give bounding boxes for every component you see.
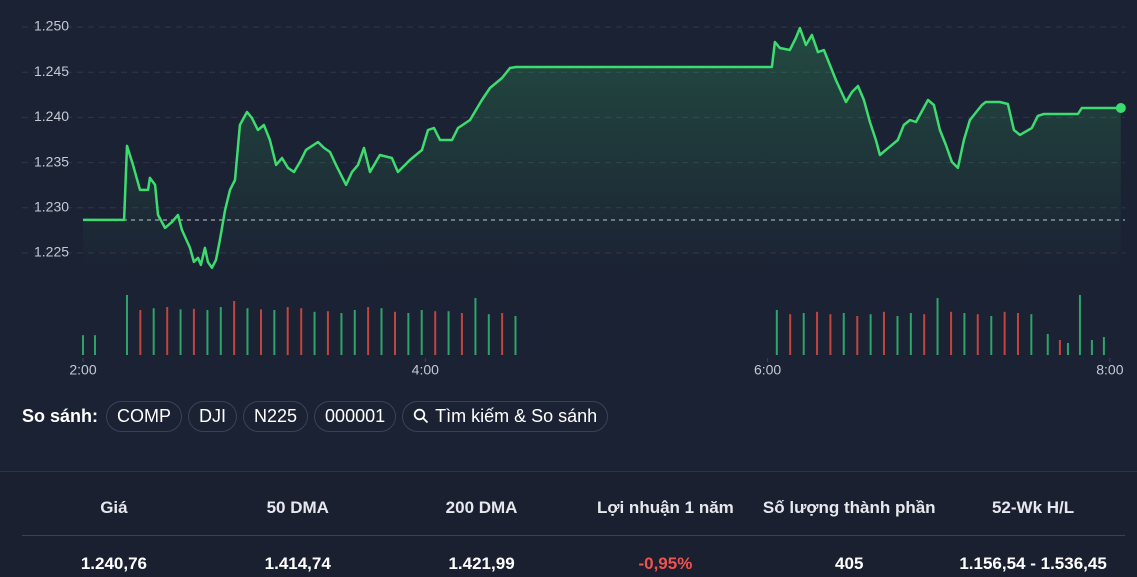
x-tick-label: 8:00 bbox=[1096, 362, 1123, 378]
volume-bar bbox=[420, 310, 423, 355]
volume-bar bbox=[286, 307, 289, 355]
stat-value: 1.421,99 bbox=[448, 554, 515, 573]
volume-bar bbox=[1102, 337, 1105, 355]
volume-bar bbox=[206, 310, 209, 355]
volume-bar bbox=[990, 316, 993, 355]
y-tick-label: 1.230 bbox=[34, 198, 69, 214]
volume-bar bbox=[842, 313, 845, 355]
volume-bar bbox=[152, 308, 155, 355]
volume-bar bbox=[856, 316, 859, 355]
volume-bar bbox=[789, 314, 792, 355]
search-chip[interactable]: Tìm kiếm & So sánh bbox=[402, 400, 609, 432]
volume-bar bbox=[447, 311, 450, 355]
volume-bar bbox=[259, 309, 262, 355]
volume-bar bbox=[139, 310, 142, 355]
volume-bar bbox=[407, 313, 410, 355]
stat-value: 405 bbox=[835, 554, 864, 573]
last-point bbox=[1115, 102, 1126, 113]
volume-bar bbox=[963, 313, 966, 355]
volume-bar bbox=[219, 307, 222, 355]
volume-bar bbox=[367, 307, 370, 355]
stat-value: 1.240,76 bbox=[80, 554, 147, 573]
volume-bar bbox=[166, 307, 169, 355]
volume-bar bbox=[869, 314, 872, 355]
volume-bar bbox=[82, 335, 84, 355]
stat-header: Lợi nhuận 1 năm bbox=[597, 498, 734, 517]
search-icon bbox=[413, 408, 429, 424]
volume-bar bbox=[1066, 343, 1069, 355]
y-tick-label: 1.245 bbox=[34, 63, 69, 79]
volume-bar bbox=[909, 313, 912, 355]
area bbox=[83, 28, 1121, 271]
compare-chip[interactable]: 000001 bbox=[314, 400, 397, 432]
volume-bar bbox=[300, 308, 303, 355]
stats-header: Giá 50 DMA 200 DMA Lợi nhuận 1 năm Số lượng … bbox=[22, 498, 1125, 518]
stats-values: 1.240,76 1.414,74 1.421,99 -0,95% 405 1.156,5… bbox=[22, 554, 1125, 574]
compare-chip[interactable]: DJI bbox=[188, 400, 238, 432]
volume-bar bbox=[976, 314, 979, 355]
volume-bar bbox=[950, 311, 953, 355]
volume-bar bbox=[501, 313, 504, 355]
stat-value: 1.414,74 bbox=[264, 554, 331, 573]
volume-bar bbox=[125, 295, 128, 355]
search-label: Tìm kiếm & So sánh bbox=[435, 405, 598, 426]
volume-bar bbox=[273, 310, 276, 355]
volume-bar bbox=[340, 313, 343, 355]
compare-label: So sánh: bbox=[22, 405, 99, 426]
y-tick-label: 1.235 bbox=[34, 153, 69, 169]
x-tick-label: 4:00 bbox=[412, 362, 439, 378]
volume-bar bbox=[1003, 311, 1006, 355]
volume-bar bbox=[353, 310, 356, 355]
stat-value: -0,95% bbox=[638, 554, 693, 573]
volume-bar bbox=[1016, 313, 1019, 355]
x-tick-label: 2:00 bbox=[69, 362, 96, 378]
stat-header: 50 DMA bbox=[266, 498, 329, 517]
volume-bar bbox=[514, 316, 517, 355]
volume-bar bbox=[246, 308, 249, 355]
y-tick-label: 1.250 bbox=[34, 18, 69, 34]
volume-bar bbox=[882, 311, 885, 355]
price-line bbox=[83, 26, 1121, 270]
volume-bar bbox=[460, 313, 463, 355]
volume-bar bbox=[192, 308, 195, 355]
volume-bar bbox=[1046, 334, 1049, 355]
volume-bar bbox=[380, 308, 383, 355]
volume-bar bbox=[775, 310, 778, 355]
stat-header: Số lượng thành phần bbox=[762, 498, 936, 517]
chart: 1.225 1.230 1.235 1.240 1.245 1.250 2:00 4:00 6:… bbox=[22, 18, 1126, 378]
stat-header: 200 DMA bbox=[445, 498, 518, 517]
stat-header: 52-Wk H/L bbox=[991, 498, 1075, 517]
volume-bar bbox=[487, 314, 490, 355]
volume-bar bbox=[394, 311, 397, 355]
volume-bar bbox=[93, 335, 96, 355]
volume-bar bbox=[233, 301, 236, 355]
x-tick-label: 6:00 bbox=[754, 362, 781, 378]
volume-bar bbox=[179, 309, 182, 355]
volume-bar bbox=[829, 314, 832, 355]
volume-bar bbox=[1030, 314, 1033, 355]
compare-chip[interactable]: N225 bbox=[243, 400, 309, 432]
volume-bar bbox=[896, 316, 899, 355]
stat-header: Giá bbox=[100, 498, 128, 517]
y-tick-label: 1.225 bbox=[34, 244, 69, 260]
volume-bar bbox=[802, 313, 805, 355]
y-tick-label: 1.240 bbox=[34, 108, 69, 124]
stat-value: 1.156,54 - 1.536,45 bbox=[959, 554, 1107, 573]
volume-bar bbox=[936, 298, 939, 355]
volume-bar bbox=[434, 311, 437, 355]
volume-bar bbox=[923, 314, 926, 355]
separator bbox=[22, 535, 1125, 536]
volume-bar bbox=[326, 311, 329, 355]
volume-bar bbox=[474, 298, 477, 355]
volume-bar bbox=[1090, 340, 1093, 355]
volume-bar bbox=[1058, 340, 1061, 355]
volume-bar bbox=[816, 311, 819, 355]
compare-chip[interactable]: COMP bbox=[106, 400, 183, 432]
volume-bar bbox=[1078, 295, 1081, 355]
volume-bar bbox=[313, 311, 316, 355]
compare-bar: So sánh: COMP DJI N225 000001 Tìm kiếm & So … bbox=[22, 400, 609, 432]
stats-panel: Giá 50 DMA 200 DMA Lợi nhuận 1 năm Số lượng … bbox=[0, 471, 1137, 577]
